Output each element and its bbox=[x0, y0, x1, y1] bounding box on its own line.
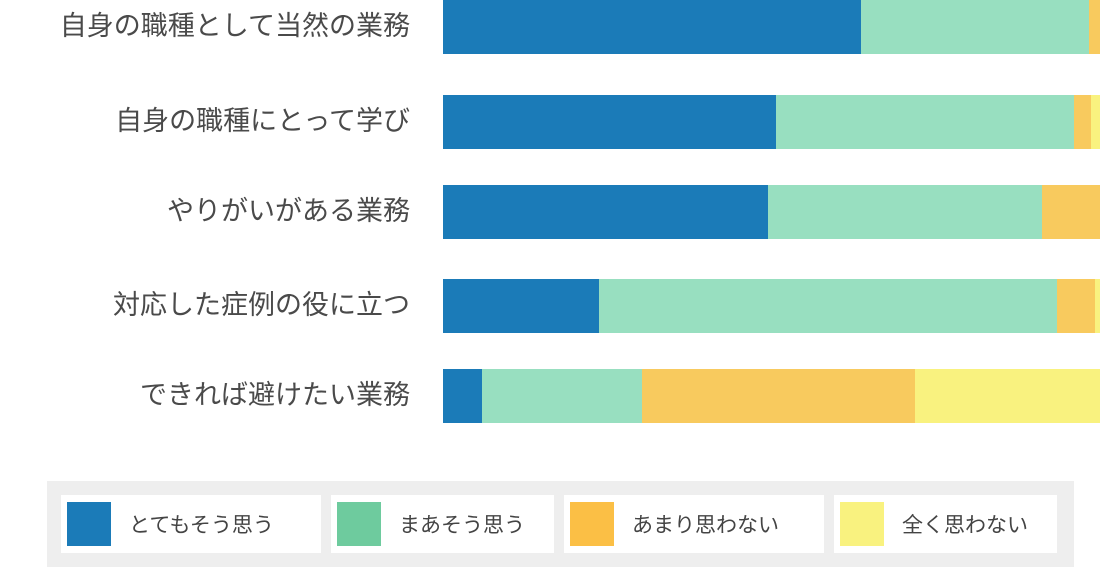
bar-segment bbox=[598, 279, 1057, 333]
bar-segment bbox=[443, 279, 599, 333]
bar-segment bbox=[1089, 0, 1100, 54]
category-label: できれば避けたい業務 bbox=[140, 380, 410, 411]
stacked-bar bbox=[443, 185, 1100, 239]
bar-segment bbox=[443, 185, 769, 239]
bar-segment bbox=[915, 369, 1100, 423]
category-label: やりがいがある業務 bbox=[167, 196, 410, 227]
bar-segment bbox=[1073, 95, 1092, 149]
bar-segment bbox=[482, 369, 643, 423]
stacked-bar bbox=[443, 369, 1100, 423]
bar-segment bbox=[443, 369, 483, 423]
legend-item: とてもそう思う bbox=[61, 495, 321, 553]
bar-segment bbox=[860, 0, 1090, 54]
legend: とてもそう思う まあそう思う あまり思わない 全く思わない bbox=[47, 481, 1074, 567]
legend-label: 全く思わない bbox=[902, 513, 1028, 537]
legend-swatch bbox=[840, 502, 884, 546]
stacked-bar-chart: 自身の職種として当然の業務自身の職種にとって学びやりがいがある業務対応した症例の… bbox=[59, 0, 1100, 423]
legend-label: とてもそう思う bbox=[129, 513, 274, 537]
bar-segment bbox=[1091, 95, 1100, 149]
legend-item: あまり思わない bbox=[564, 495, 824, 553]
bar-segment bbox=[443, 0, 861, 54]
legend-swatch bbox=[337, 502, 381, 546]
bar-segment bbox=[776, 95, 1074, 149]
bar-segment bbox=[642, 369, 916, 423]
legend-label: あまり思わない bbox=[632, 513, 779, 537]
bar-segment bbox=[443, 95, 777, 149]
category-label: 対応した症例の役に立つ bbox=[113, 290, 410, 321]
bar-segment bbox=[768, 185, 1043, 239]
legend-item: 全く思わない bbox=[834, 495, 1057, 553]
stacked-bar bbox=[443, 0, 1100, 54]
legend-label: まあそう思う bbox=[399, 513, 525, 537]
bar-segment bbox=[1094, 279, 1100, 333]
bar-segment bbox=[1042, 185, 1100, 239]
stacked-bar bbox=[443, 279, 1100, 333]
category-label: 自身の職種として当然の業務 bbox=[59, 11, 410, 42]
legend-swatch bbox=[570, 502, 614, 546]
bar-segment bbox=[1056, 279, 1095, 333]
category-label: 自身の職種にとって学び bbox=[115, 106, 410, 137]
legend-swatch bbox=[67, 502, 111, 546]
legend-item: まあそう思う bbox=[331, 495, 554, 553]
stacked-bar bbox=[443, 95, 1100, 149]
